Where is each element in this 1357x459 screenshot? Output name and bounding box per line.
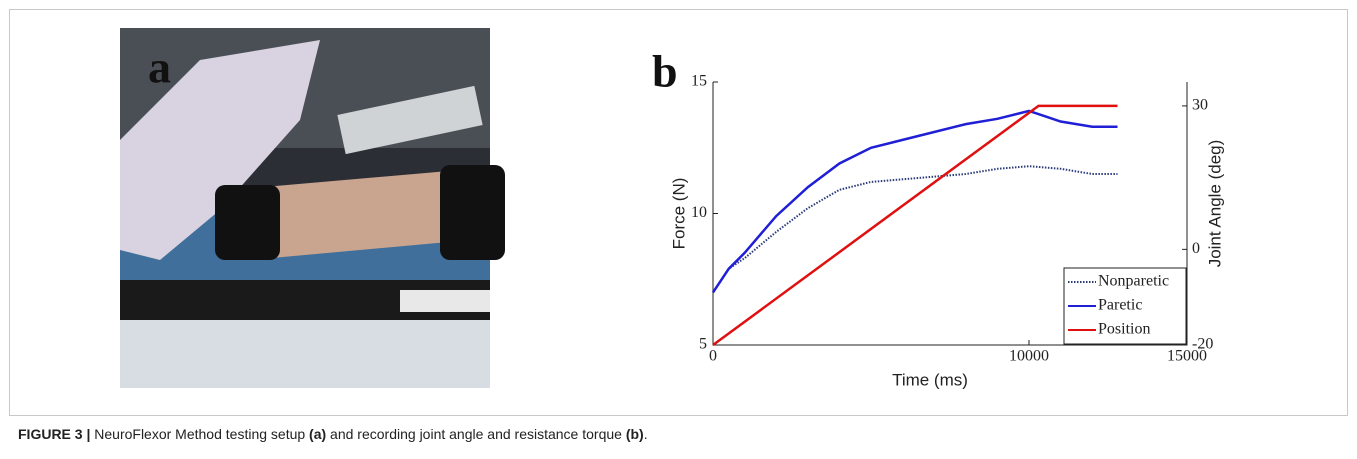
caption-label: FIGURE 3 |: [18, 426, 91, 442]
y2-tick-label: 30: [1192, 97, 1208, 114]
legend-label: Position: [1098, 321, 1150, 338]
x-tick-label: 15000: [1167, 348, 1207, 365]
legend-label: Paretic: [1098, 297, 1142, 314]
y-tick-label: 5: [699, 336, 707, 353]
data-line: [711, 109, 1118, 294]
x-axis-title: Time (ms): [892, 370, 968, 389]
panel-label: b: [652, 46, 678, 97]
x-tick-label: 10000: [1009, 348, 1049, 365]
caption-part: (a): [309, 426, 327, 442]
photo: [120, 28, 505, 388]
caption-text: NeuroFlexor Method testing setup (a) and…: [90, 426, 647, 442]
x-tick-label: 0: [709, 348, 717, 365]
legend-label: Nonparetic: [1098, 273, 1169, 290]
y-tick-label: 10: [691, 204, 707, 221]
caption-part: .: [643, 426, 648, 442]
y2-tick-label: -20: [1192, 336, 1213, 353]
y2-axis-title: Joint Angle (deg): [1205, 140, 1224, 268]
caption-part: NeuroFlexor Method testing setup: [90, 426, 310, 442]
caption: FIGURE 3 | NeuroFlexor Method testing se…: [18, 426, 648, 442]
data-line: [712, 104, 1118, 347]
data-line: [712, 165, 1118, 293]
caption-part: and recording joint angle and resistance…: [326, 426, 626, 442]
caption-part: (b): [625, 426, 644, 442]
y2-tick-label: 0: [1192, 240, 1200, 257]
panel-label: a: [148, 42, 171, 93]
y-axis-title: Force (N): [669, 178, 688, 250]
y-tick-label: 15: [691, 73, 707, 90]
figure-frame: [9, 9, 1348, 416]
